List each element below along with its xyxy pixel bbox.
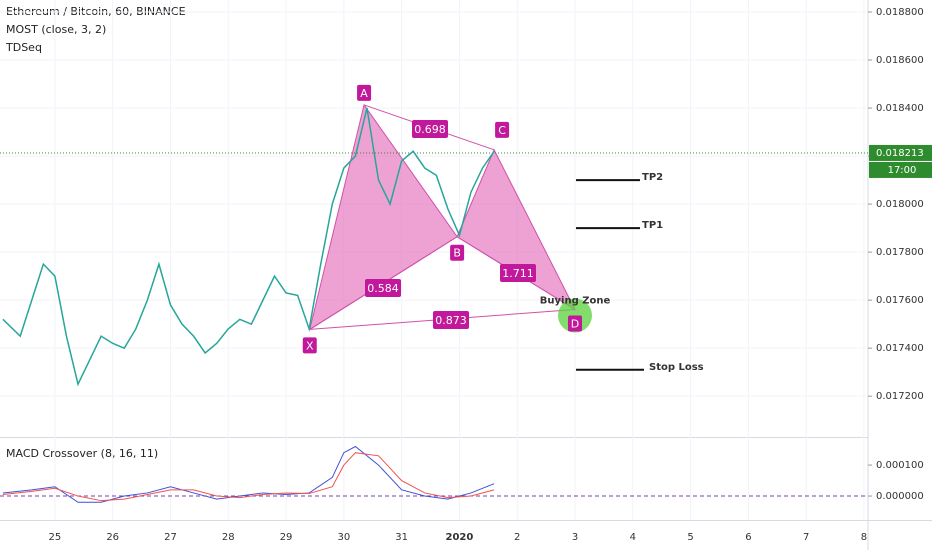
ratio-box: [433, 311, 469, 329]
ratio-label: 0.698: [414, 123, 446, 136]
point-label-box: [495, 121, 510, 138]
countdown-box: [869, 161, 932, 178]
symbol-title: Ethereum / Bitcoin, 60, BINANCE: [6, 5, 186, 18]
last-price-label: 0.018213: [876, 148, 924, 159]
y-tick-label: 0.000100: [876, 460, 924, 471]
x-tick-label: 30: [337, 532, 350, 543]
y-tick-label: 0.018800: [876, 7, 924, 18]
point-label: X: [306, 339, 314, 352]
x-tick-label: 29: [280, 532, 293, 543]
indicator-label: TDSeq: [5, 41, 42, 54]
ratio-label: 1.711: [502, 267, 534, 280]
price-line: [2, 107, 495, 387]
point-label: B: [453, 247, 461, 260]
y-tick-label: 0.017600: [876, 295, 924, 306]
x-tick-label: 2: [514, 532, 520, 543]
countdown-label: 17:00: [888, 165, 917, 176]
x-tick-label: 3: [572, 532, 578, 543]
y-tick-label: 0.017800: [876, 247, 924, 258]
x-tick-label: 31: [395, 532, 408, 543]
ratio-box: [500, 264, 536, 282]
y-tick-label: 0.017400: [876, 343, 924, 354]
x-tick-label: 26: [106, 532, 119, 543]
macd-line: [2, 452, 495, 502]
y-tick-label: 0.017200: [876, 391, 924, 402]
ratio-label: 0.584: [367, 282, 399, 295]
macd-title: MACD Crossover (8, 16, 11): [6, 447, 158, 460]
point-label-box: [302, 337, 317, 354]
x-tick-label: 8: [861, 532, 867, 543]
x-tick-label: 5: [687, 532, 693, 543]
level-label: TP1: [642, 220, 663, 231]
x-tick-label: 6: [745, 532, 751, 543]
y-tick-label: 0.018000: [876, 199, 924, 210]
point-label: C: [498, 124, 506, 137]
macd-line: [2, 445, 495, 503]
last-price-box: [869, 144, 932, 161]
point-label-box: [568, 315, 583, 332]
ratio-box: [365, 279, 401, 297]
point-label-box: [450, 244, 465, 261]
x-tick-label: 28: [222, 532, 235, 543]
point-label: D: [571, 318, 579, 331]
x-tick-label: 27: [164, 532, 177, 543]
ratio-box: [412, 120, 448, 138]
x-tick-label: 25: [49, 532, 62, 543]
level-label: Stop Loss: [649, 362, 704, 373]
ratio-label: 0.873: [435, 314, 467, 327]
y-tick-label: 0.000000: [876, 491, 924, 502]
y-tick-label: 0.018400: [876, 103, 924, 114]
level-label: TP2: [642, 172, 663, 183]
x-tick-label: 4: [630, 532, 636, 543]
x-tick-label: 2020: [446, 532, 474, 543]
point-label-box: [357, 84, 372, 101]
indicator-label: MOST (close, 3, 2): [6, 23, 106, 36]
x-tick-label: 7: [803, 532, 809, 543]
point-label: A: [360, 87, 368, 100]
buying-zone-label: Buying Zone: [540, 296, 611, 307]
y-tick-label: 0.018600: [876, 55, 924, 66]
